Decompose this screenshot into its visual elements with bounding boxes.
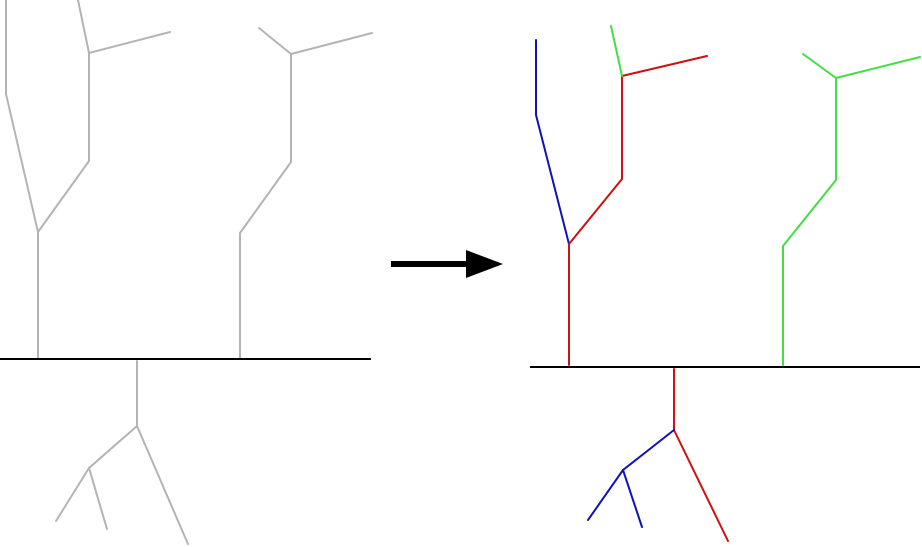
left-second-stem [239, 27, 292, 359]
left-second-stem-twig [290, 32, 373, 55]
right-blue-root-branch [587, 429, 675, 521]
right-red-main-stem [568, 75, 623, 366]
right-green-tip [610, 25, 623, 77]
right-red-twig [621, 55, 708, 77]
left-stem-twig [88, 31, 171, 54]
left-root-main [136, 360, 189, 545]
original-tree [5, 0, 373, 545]
colored-tree [535, 25, 921, 542]
right-arrow-icon [391, 250, 503, 278]
left-stem-branch [37, 0, 90, 233]
left-root-branch [55, 425, 138, 522]
right-green-stem [782, 53, 837, 366]
right-green-twig [835, 56, 921, 79]
right-blue-root-twig [622, 469, 643, 528]
left-root-twig [88, 467, 108, 530]
right-red-root [673, 368, 729, 542]
arrow-head [466, 250, 503, 278]
left-main-stem [5, 0, 39, 359]
right-blue-upper-branch [535, 39, 570, 245]
